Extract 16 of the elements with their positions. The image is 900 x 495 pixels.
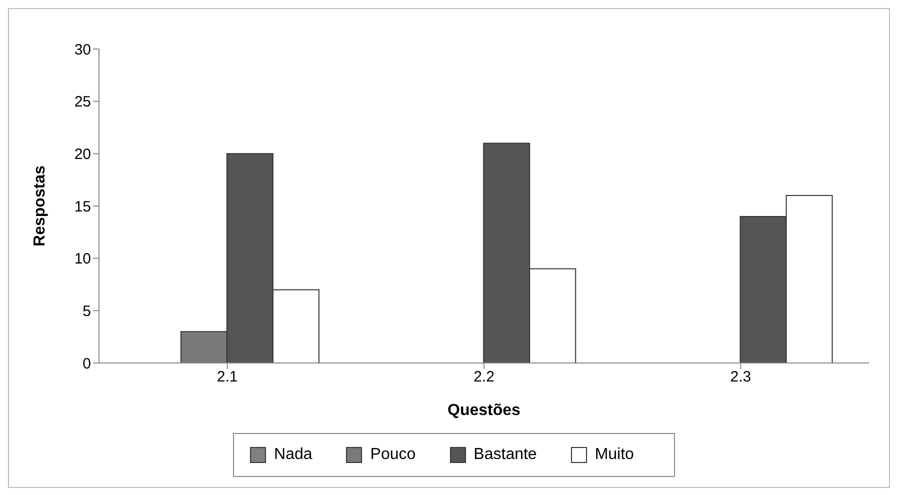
legend-label: Nada <box>274 446 312 464</box>
y-tick-label: 10 <box>74 250 91 268</box>
legend-label: Bastante <box>474 446 537 464</box>
y-tick-label: 15 <box>74 198 91 216</box>
y-tick-label: 25 <box>74 94 91 111</box>
y-axis-title: Respostas <box>32 165 49 246</box>
y-tick-label: 5 <box>82 302 91 320</box>
y-tick-label: 30 <box>74 41 91 58</box>
y-tick-label: 0 <box>82 355 91 372</box>
x-axis-title: Questões <box>448 402 521 419</box>
x-tick-label: 2.1 <box>216 368 238 386</box>
legend-label: Pouco <box>370 446 416 464</box>
x-tick-label: 2.2 <box>474 368 494 386</box>
y-tick-label: 20 <box>74 146 91 163</box>
x-tick-label: 2.3 <box>730 368 752 386</box>
legend-label: Muito <box>594 446 634 464</box>
